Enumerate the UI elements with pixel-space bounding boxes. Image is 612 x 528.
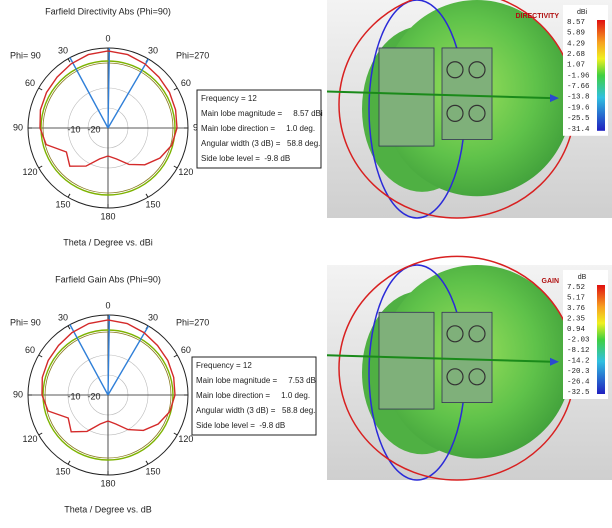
info-line: Frequency = 12 bbox=[201, 94, 257, 103]
info-line: Side lobe level = -9.8 dB bbox=[196, 421, 285, 430]
angle-tick-label: 120 bbox=[23, 167, 38, 177]
colorbar-unit: dB bbox=[578, 274, 587, 281]
angle-tick bbox=[68, 59, 70, 62]
angle-tick-label: 180 bbox=[100, 478, 115, 488]
colorbar-label: -20.3 bbox=[567, 368, 590, 376]
colorbar-label: 4.29 bbox=[567, 40, 585, 48]
render-3d: GAIN dB 7.52 5.17 3.76 2.35 0.94 -2.03 -8.12 -14.… bbox=[327, 256, 612, 480]
angle-tick-label: 90 bbox=[13, 122, 23, 132]
colorbar-unit: dBi bbox=[577, 9, 588, 16]
angle-tick-label: 150 bbox=[55, 466, 70, 476]
side-label: Phi= 90 bbox=[10, 317, 41, 327]
r-tick-label: -10 bbox=[67, 391, 80, 401]
angle-tick-label: 120 bbox=[178, 434, 193, 444]
angle-tick-label: 150 bbox=[55, 199, 70, 209]
angle-tick-label: 60 bbox=[25, 78, 35, 88]
angle-tick-label: 30 bbox=[148, 45, 158, 55]
patch bbox=[379, 312, 434, 409]
angle-tick bbox=[174, 433, 177, 435]
angle-tick bbox=[39, 433, 42, 435]
info-line: Main lobe magnitude = 7.53 dB bbox=[196, 376, 316, 385]
render-title: DIRECTIVITY bbox=[515, 13, 559, 20]
angle-tick bbox=[39, 355, 42, 357]
render-title: GAIN bbox=[542, 278, 560, 285]
r-tick-label: -20 bbox=[87, 124, 100, 134]
x-axis-label: Theta / Degree vs. dBi bbox=[63, 237, 153, 247]
angle-tick bbox=[174, 88, 177, 90]
colorbar-label: 5.89 bbox=[567, 30, 585, 38]
angle-tick bbox=[174, 355, 177, 357]
angle-tick-label: 30 bbox=[148, 312, 158, 322]
angle-tick bbox=[146, 461, 148, 464]
colorbar-label: 5.17 bbox=[567, 294, 585, 302]
side-label: Phi=270 bbox=[176, 317, 209, 327]
colorbar-label: -32.5 bbox=[567, 389, 590, 397]
patch bbox=[442, 312, 492, 402]
angle-tick bbox=[68, 461, 70, 464]
chart-title: Farfield Gain Abs (Phi=90) bbox=[55, 274, 161, 284]
colorbar-label: -8.12 bbox=[567, 347, 590, 355]
beam-line bbox=[108, 326, 148, 395]
beam-line bbox=[70, 58, 108, 128]
angle-tick bbox=[39, 88, 42, 90]
colorbar-label: 1.07 bbox=[567, 62, 585, 70]
colorbar-label: 7.52 bbox=[567, 284, 585, 292]
beam-line bbox=[108, 59, 148, 128]
angle-tick-label: 120 bbox=[23, 434, 38, 444]
colorbar bbox=[597, 285, 605, 394]
angle-tick-label: 60 bbox=[25, 345, 35, 355]
angle-tick-label: 30 bbox=[58, 45, 68, 55]
angle-tick bbox=[146, 194, 148, 197]
colorbar-label: -19.6 bbox=[567, 104, 590, 112]
chart-title: Farfield Directivity Abs (Phi=90) bbox=[45, 6, 171, 16]
colorbar-label: -1.96 bbox=[567, 72, 590, 80]
r-tick-label: -10 bbox=[67, 124, 80, 134]
colorbar-label: -7.66 bbox=[567, 83, 590, 91]
angle-tick-label: 90 bbox=[13, 389, 23, 399]
info-line: Angular width (3 dB) = 58.8 deg. bbox=[196, 406, 315, 415]
colorbar-label: 8.57 bbox=[567, 19, 585, 27]
x-axis-label: Theta / Degree vs. dB bbox=[64, 504, 152, 514]
colorbar-label: -2.03 bbox=[567, 336, 590, 344]
angle-tick bbox=[68, 326, 70, 329]
angle-tick bbox=[174, 166, 177, 168]
colorbar-label: 2.68 bbox=[567, 51, 585, 59]
info-line: Main lobe magnitude = 8.57 dBi bbox=[201, 109, 323, 118]
colorbar-label: -26.4 bbox=[567, 378, 590, 386]
info-line: Frequency = 12 bbox=[196, 361, 252, 370]
angle-tick bbox=[68, 194, 70, 197]
patch bbox=[442, 48, 492, 140]
colorbar-label: 2.35 bbox=[567, 315, 586, 323]
patch bbox=[379, 48, 434, 146]
info-line: Main lobe direction = 1.0 deg. bbox=[196, 391, 310, 400]
render-3d: DIRECTIVITY dBi 8.57 5.89 4.29 2.68 1.07 -1.96 -… bbox=[327, 0, 612, 218]
colorbar-label: -31.4 bbox=[567, 126, 590, 134]
angle-tick-label: 180 bbox=[100, 211, 115, 221]
colorbar-label: -14.2 bbox=[567, 357, 590, 365]
colorbar-label: -13.8 bbox=[567, 94, 590, 102]
angle-tick-label: 0 bbox=[105, 33, 110, 43]
angle-tick-label: 60 bbox=[181, 78, 191, 88]
angle-tick-label: 120 bbox=[178, 167, 193, 177]
page: Farfield Directivity Abs (Phi=90) Theta /… bbox=[0, 0, 612, 523]
side-label: Phi=270 bbox=[176, 50, 209, 60]
angle-tick-label: 30 bbox=[58, 312, 68, 322]
r-tick-label: -20 bbox=[87, 391, 100, 401]
info-line: Main lobe direction = 1.0 deg. bbox=[201, 124, 315, 133]
info-line: Angular width (3 dB) = 58.8 deg. bbox=[201, 139, 320, 148]
side-label: Phi= 90 bbox=[10, 50, 41, 60]
angle-tick-label: 0 bbox=[105, 300, 110, 310]
angle-tick bbox=[39, 166, 42, 168]
angle-tick-label: 60 bbox=[181, 345, 191, 355]
angle-tick-label: 150 bbox=[145, 466, 160, 476]
angle-tick-label: 150 bbox=[145, 199, 160, 209]
info-line: Side lobe level = -9.8 dB bbox=[201, 154, 290, 163]
colorbar-label: 3.76 bbox=[567, 305, 586, 313]
colorbar-label: 0.94 bbox=[567, 326, 586, 334]
colorbar bbox=[597, 20, 605, 131]
colorbar-label: -25.5 bbox=[567, 115, 590, 123]
